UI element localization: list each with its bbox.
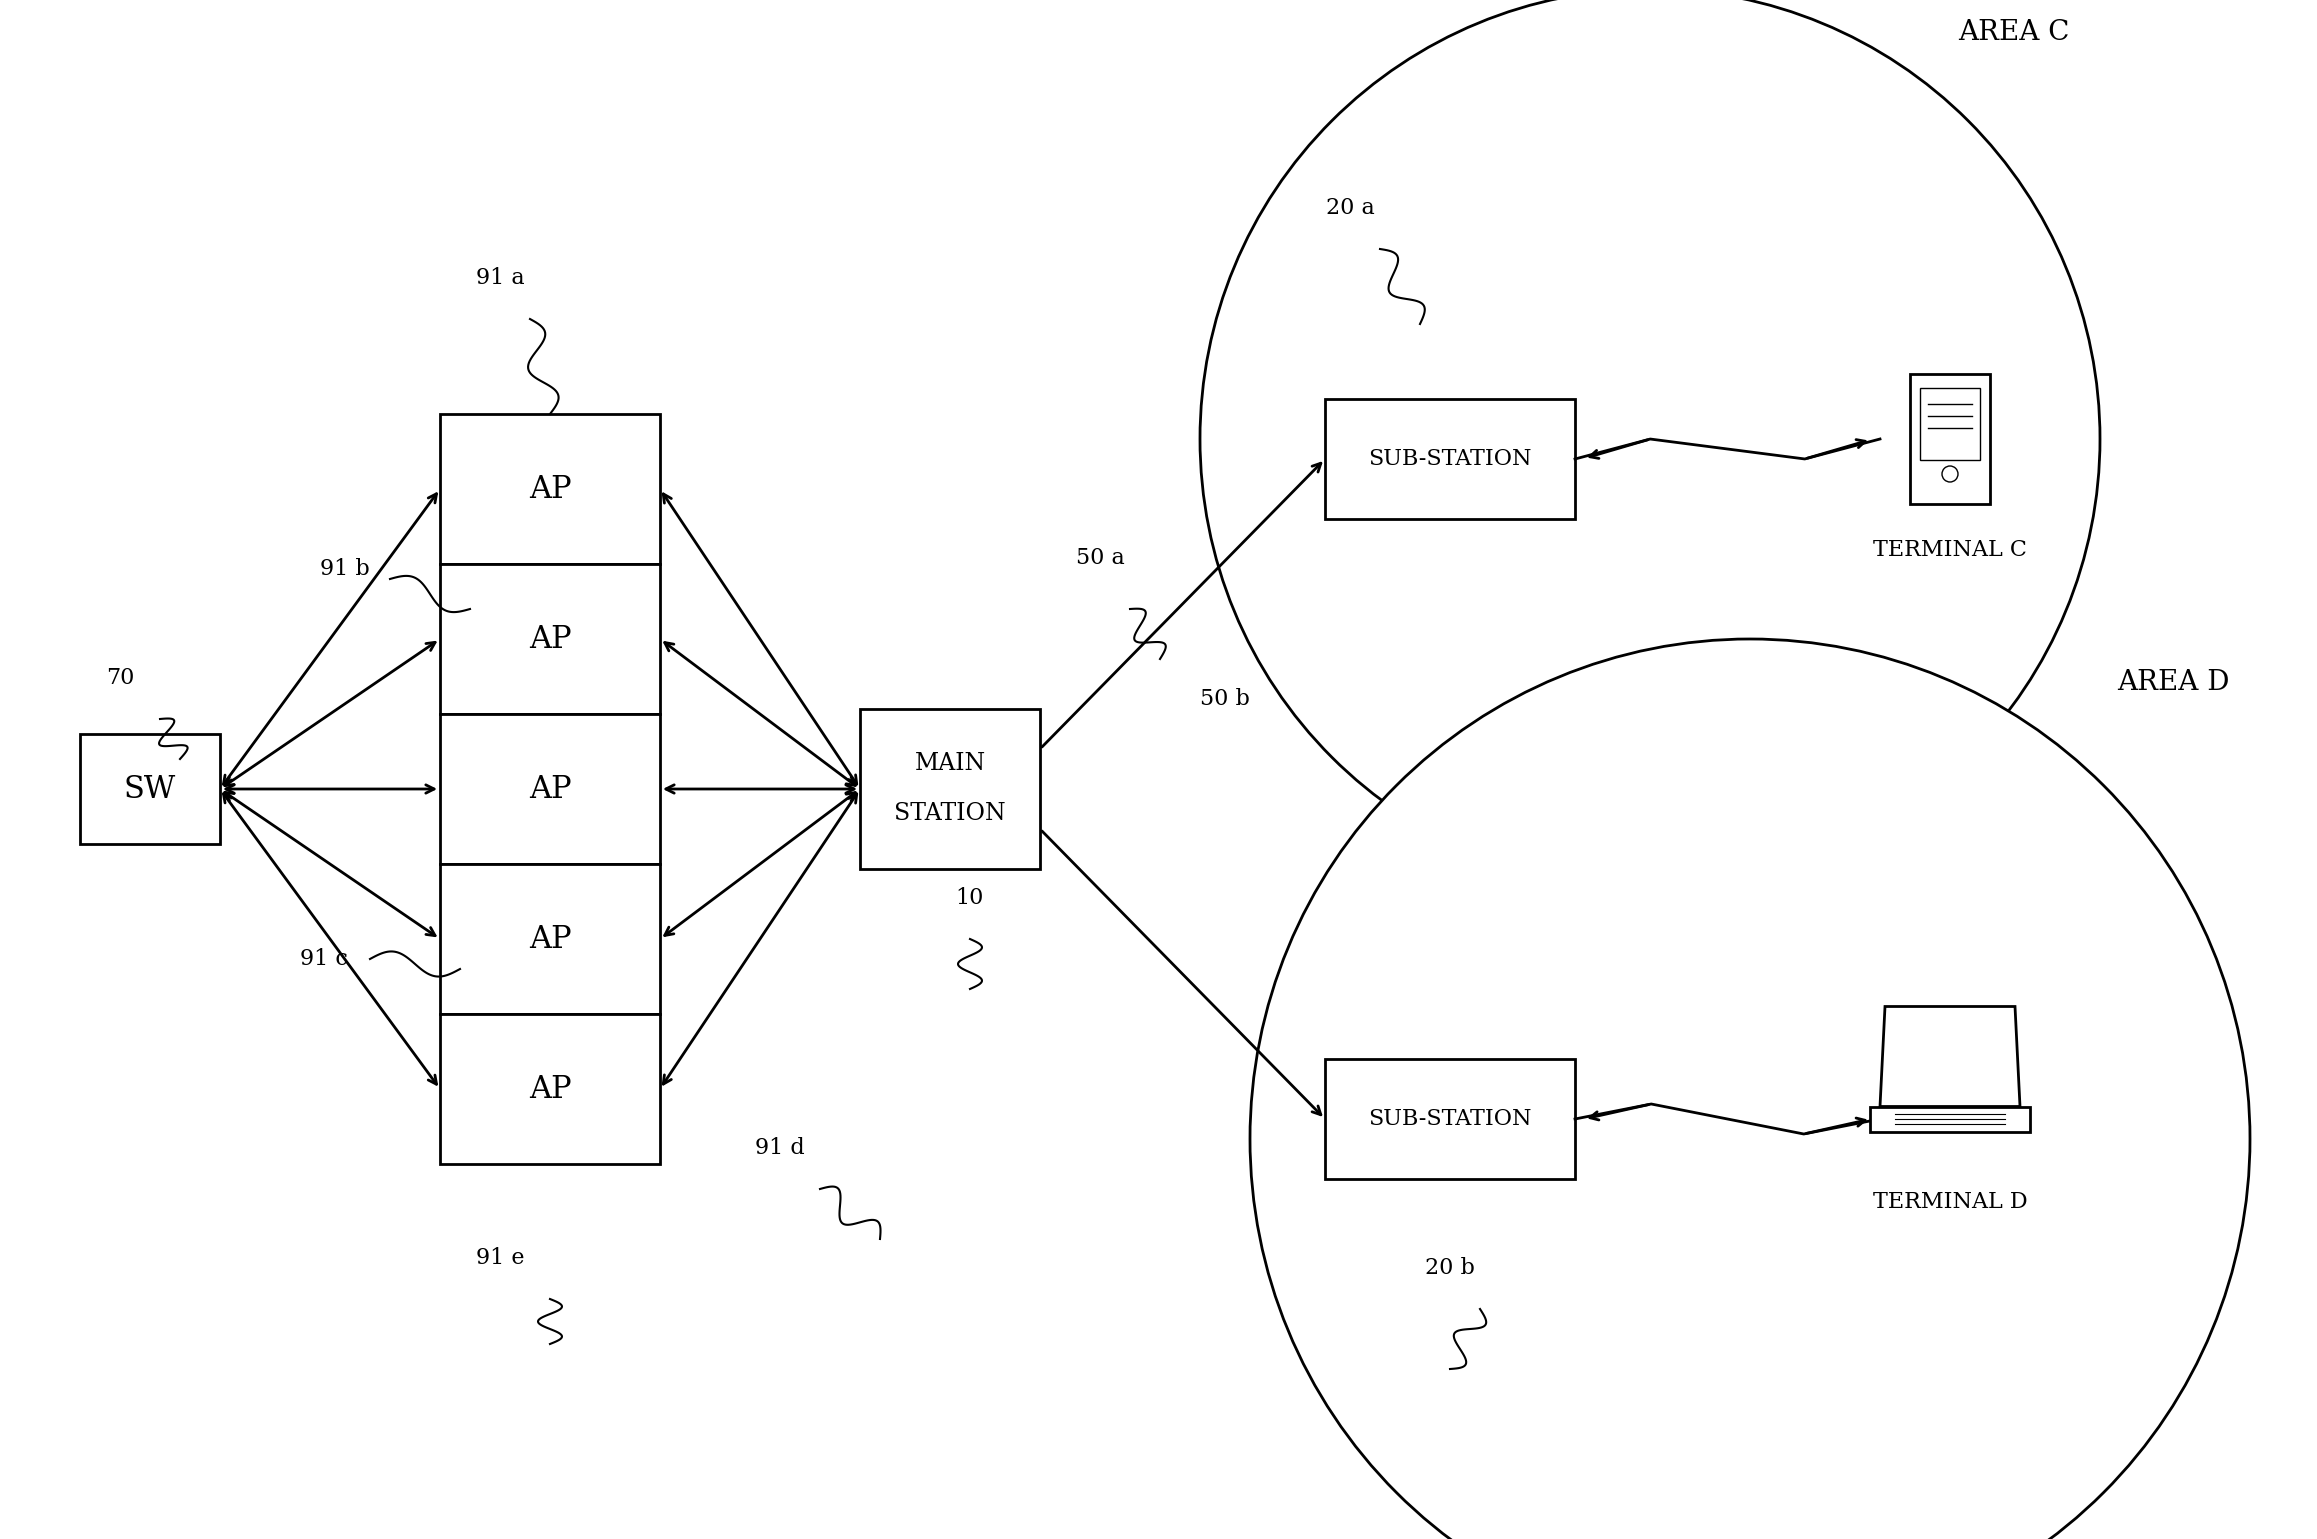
Bar <box>1325 1059 1576 1179</box>
Text: 70: 70 <box>107 666 134 689</box>
Text: AP: AP <box>528 474 572 505</box>
Bar <box>1870 1107 2030 1131</box>
Text: SW: SW <box>123 774 176 805</box>
Text: TERMINAL D: TERMINAL D <box>1872 1191 2027 1213</box>
Text: AREA D: AREA D <box>2118 669 2229 696</box>
Bar <box>440 414 660 563</box>
Text: 50 a: 50 a <box>1075 546 1124 569</box>
Bar <box>440 714 660 863</box>
Bar <box>1325 399 1576 519</box>
Text: SUB-STATION: SUB-STATION <box>1369 448 1532 469</box>
Text: SUB-STATION: SUB-STATION <box>1369 1108 1532 1130</box>
Text: 91 b: 91 b <box>320 559 371 580</box>
Bar <box>860 709 1040 870</box>
Text: 20 b: 20 b <box>1425 1257 1476 1279</box>
Text: STATION: STATION <box>894 802 1006 825</box>
Bar <box>1909 374 1990 503</box>
Bar <box>1921 388 1981 460</box>
Circle shape <box>1200 0 2099 890</box>
Text: 10: 10 <box>957 886 985 910</box>
Text: AP: AP <box>528 923 572 954</box>
Circle shape <box>1249 639 2250 1539</box>
Text: 20 a: 20 a <box>1325 197 1374 219</box>
Polygon shape <box>1879 1007 2020 1107</box>
Bar <box>81 734 220 843</box>
Text: 91 a: 91 a <box>475 266 524 289</box>
Text: AP: AP <box>528 623 572 654</box>
Text: TERMINAL C: TERMINAL C <box>1872 539 2027 562</box>
Text: 91 d: 91 d <box>755 1137 804 1159</box>
Text: AP: AP <box>528 774 572 805</box>
Text: AREA C: AREA C <box>1958 18 2069 46</box>
Text: 91 e: 91 e <box>475 1247 524 1270</box>
Bar <box>440 563 660 714</box>
Bar <box>440 1014 660 1163</box>
Bar <box>440 863 660 1014</box>
Text: 50 b: 50 b <box>1200 688 1249 709</box>
Circle shape <box>1942 466 1958 482</box>
Text: 91 c: 91 c <box>299 948 348 970</box>
Text: AP: AP <box>528 1074 572 1105</box>
Text: MAIN: MAIN <box>915 753 985 776</box>
